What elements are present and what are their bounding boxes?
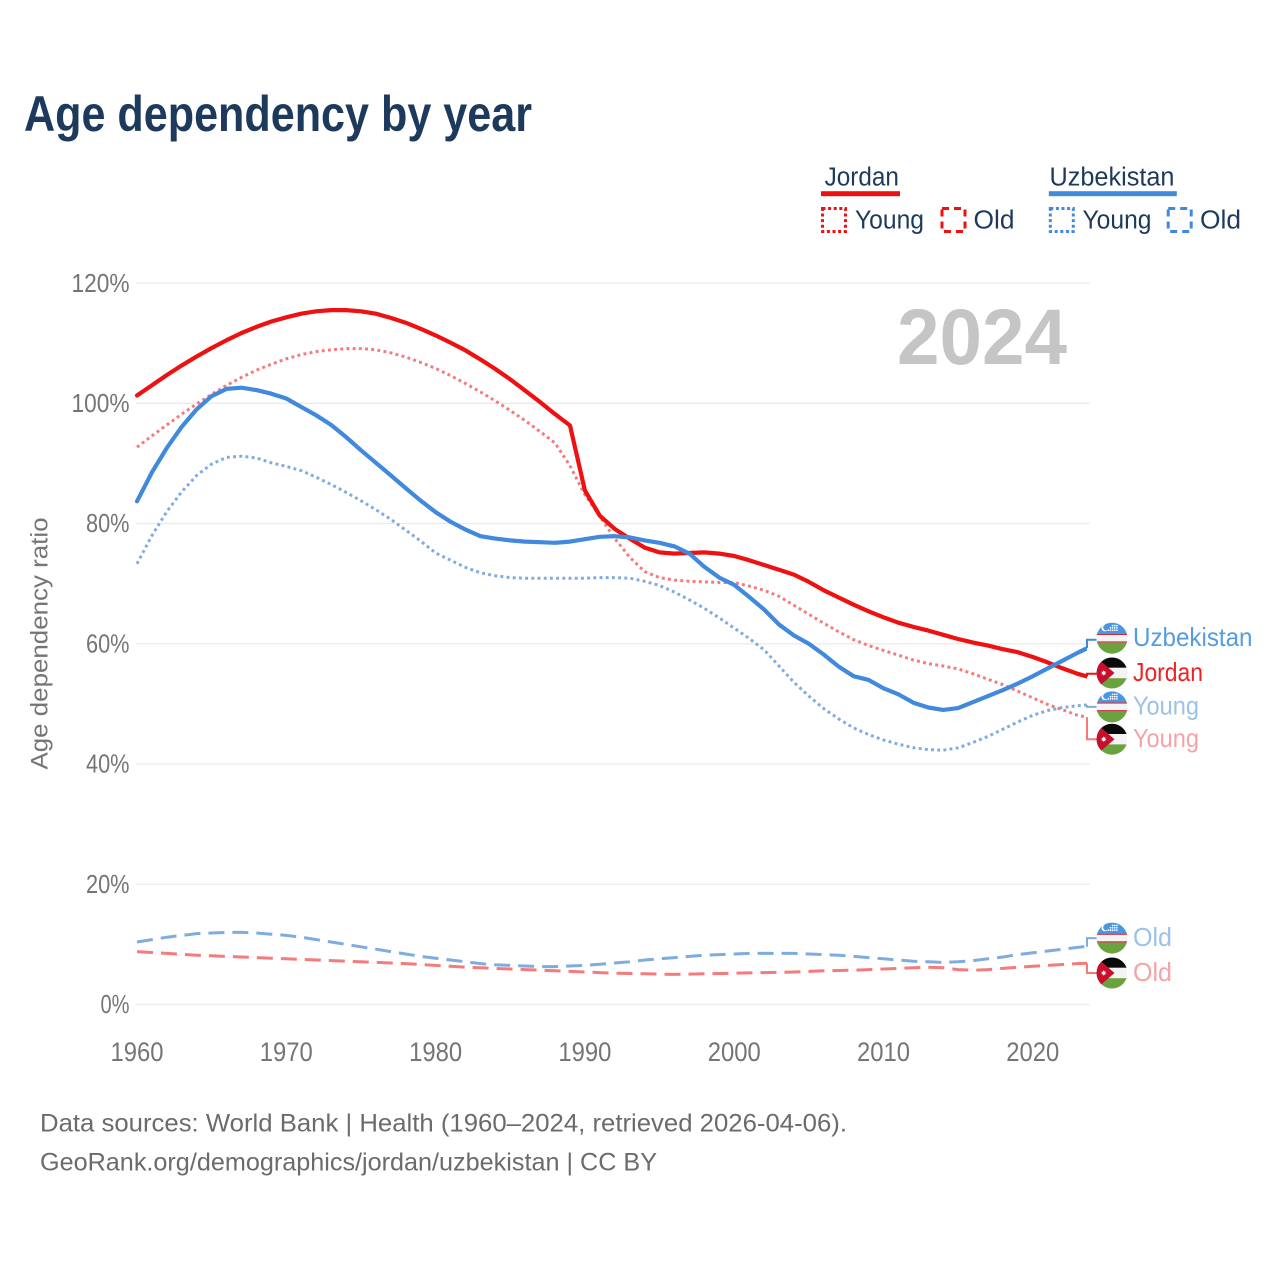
- svg-text:100%: 100%: [72, 388, 130, 418]
- svg-text:Old: Old: [1133, 922, 1172, 952]
- svg-text:Age dependency by year: Age dependency by year: [24, 86, 532, 142]
- svg-text:1970: 1970: [260, 1037, 313, 1067]
- svg-text:1980: 1980: [409, 1037, 462, 1067]
- svg-text:Age dependency ratio: Age dependency ratio: [27, 518, 54, 770]
- svg-text:Old: Old: [1133, 957, 1172, 987]
- svg-text:0%: 0%: [101, 989, 130, 1019]
- svg-text:2010: 2010: [857, 1037, 910, 1067]
- svg-text:Old: Old: [1200, 207, 1241, 235]
- svg-text:1960: 1960: [111, 1037, 164, 1067]
- svg-text:40%: 40%: [86, 749, 130, 779]
- svg-text:2020: 2020: [1006, 1037, 1059, 1067]
- svg-text:80%: 80%: [86, 508, 130, 538]
- svg-text:Data sources: World Bank | Hea: Data sources: World Bank | Health (1960–…: [40, 1110, 847, 1138]
- svg-text:60%: 60%: [86, 629, 130, 659]
- svg-text:GeoRank.org/demographics/jorda: GeoRank.org/demographics/jordan/uzbekist…: [40, 1149, 657, 1177]
- svg-text:2024: 2024: [897, 292, 1067, 381]
- svg-text:Jordan: Jordan: [1133, 657, 1203, 687]
- svg-text:Young: Young: [1133, 691, 1199, 721]
- svg-text:Young: Young: [1083, 207, 1152, 235]
- svg-text:Old: Old: [974, 207, 1015, 235]
- svg-text:Uzbekistan: Uzbekistan: [1050, 164, 1175, 192]
- svg-text:Young: Young: [855, 207, 924, 235]
- svg-text:Young: Young: [1133, 723, 1199, 753]
- svg-text:2000: 2000: [708, 1037, 761, 1067]
- svg-text:Jordan: Jordan: [825, 164, 899, 192]
- svg-text:120%: 120%: [72, 268, 130, 298]
- svg-text:1990: 1990: [558, 1037, 611, 1067]
- svg-text:Uzbekistan: Uzbekistan: [1133, 622, 1253, 652]
- svg-text:20%: 20%: [86, 869, 130, 899]
